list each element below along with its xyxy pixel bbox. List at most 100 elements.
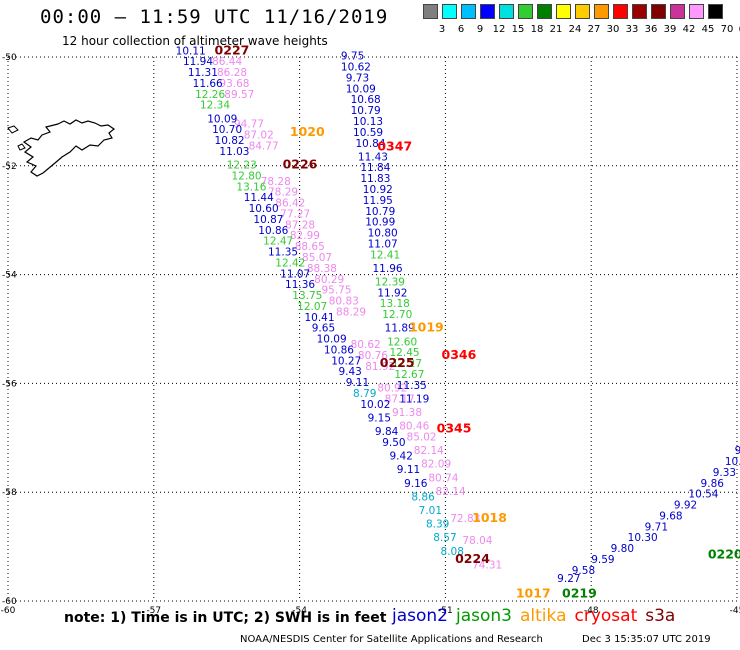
colorbar-label: 33: [625, 24, 639, 35]
wave-height-value: 80.74: [428, 472, 458, 484]
pass-time-label: 1019: [409, 320, 444, 335]
wave-height-value: 8.86: [411, 491, 435, 503]
colorbar-swatch: [518, 4, 533, 19]
wave-height-value: 12.47: [263, 236, 293, 248]
colorbar-swatch: [689, 4, 704, 19]
wave-height-value: 9.71: [645, 521, 668, 533]
wave-height-value: 12.80: [232, 170, 262, 182]
wave-height-value: 80.76: [358, 350, 388, 362]
wave-height-value: 9.15: [368, 412, 391, 424]
wave-height-value: 9.11: [397, 464, 420, 476]
wave-height-value: 9.59: [591, 554, 614, 566]
wave-height-value: 10.41: [304, 312, 334, 324]
wave-height-value: 86.44: [212, 56, 242, 68]
wave-height-value: 13.75: [292, 290, 322, 302]
colorbar-swatch: [537, 4, 552, 19]
wave-height-value: 88.38: [307, 263, 337, 275]
colorbar-label: 9: [476, 24, 484, 35]
wave-height-value: 9.: [735, 445, 740, 457]
wave-height-value: 11.43: [358, 151, 388, 163]
wave-height-value: 80.62: [351, 339, 381, 351]
legend-item: s3a: [645, 606, 676, 626]
colorbar-swatch: [442, 4, 457, 19]
wave-height-value: 80.46: [399, 421, 429, 433]
lon-tick-label: -48: [584, 606, 599, 616]
colorbar-swatch: [556, 4, 571, 19]
wave-height-value: 82.99: [290, 230, 320, 242]
falkland-islands-landmass: [22, 119, 116, 177]
colorbar-label: 6: [457, 24, 465, 35]
wave-height-value: 9.11: [346, 377, 369, 389]
wave-height-value: 9.80: [611, 543, 634, 555]
lon-tick-label: -54: [292, 606, 307, 616]
pass-time-label: 0345: [437, 420, 472, 435]
colorbar-swatch: [480, 4, 495, 19]
pass-time-label: 0226: [283, 157, 318, 172]
note-text: note: 1) Time is in UTC; 2) SWH is in fe…: [64, 610, 387, 626]
wave-height-value: 9.43: [338, 366, 361, 378]
wave-height-value: 13.18: [380, 298, 410, 310]
wave-height-value: 10.79: [351, 105, 381, 117]
wave-height-value: 9.33: [713, 467, 736, 479]
colorbar-label: 3: [438, 24, 446, 35]
colorbar-label: 42: [682, 24, 696, 35]
wave-height-value: 74.31: [472, 559, 502, 571]
colorbar-label: 36: [644, 24, 658, 35]
wave-height-value: 10.84: [355, 138, 385, 150]
wave-height-value: 8.08: [441, 546, 464, 558]
wave-height-value: 10.30: [628, 532, 658, 544]
wave-height-value: 85.07: [302, 252, 332, 264]
wave-height-value: 10.86: [258, 225, 288, 237]
map-subtitle: 12 hour collection of altimeter wave hei…: [62, 34, 328, 48]
colorbar-swatch: [632, 4, 647, 19]
colorbar-swatch: [461, 4, 476, 19]
wave-height-value: 11.96: [373, 263, 403, 275]
wave-height-value: 10.60: [249, 203, 279, 215]
wave-height-value: 12.23: [227, 160, 257, 172]
wave-height-value: 8.79: [353, 388, 376, 400]
wave-height-value: 10.09: [346, 83, 376, 95]
colorbar-label: 24: [568, 24, 582, 35]
lon-tick-label: -60: [1, 606, 16, 616]
colorbar-swatch: [651, 4, 666, 19]
wave-height-value: 11.44: [244, 192, 274, 204]
colorbar-label: 30: [606, 24, 620, 35]
wave-height-value: 10.09: [317, 334, 347, 346]
wave-height-value: 8.57: [433, 532, 456, 544]
colorbar-swatch: [499, 4, 514, 19]
colorbar-label: 45: [701, 24, 715, 35]
wave-height-value: 11.19: [399, 393, 429, 405]
wave-height-value: 10.99: [365, 217, 395, 229]
wave-height-value: 87.02: [244, 130, 274, 142]
wave-height-value: 10.19: [725, 456, 740, 468]
wave-height-value: 12.60: [387, 336, 417, 348]
wave-height-value: 10.82: [215, 135, 245, 147]
wave-height-value: 10.13: [353, 116, 383, 128]
lon-tick-label: -57: [146, 606, 161, 616]
wave-height-value: 77.27: [280, 208, 310, 220]
wave-height-value: 12.34: [200, 100, 230, 112]
wave-height-value: 9.16: [404, 478, 428, 490]
pass-time-label: 0224: [455, 551, 490, 566]
wave-height-value: 78.29: [268, 187, 298, 199]
wave-height-value: 10.59: [353, 127, 383, 139]
wave-height-value: 87.17: [385, 393, 415, 405]
wave-height-value: 93.68: [219, 78, 249, 90]
wave-height-value: 11.07: [280, 268, 310, 280]
wave-height-value: 88.65: [295, 241, 325, 253]
wave-height-value: 10.87: [253, 214, 283, 226]
wave-height-value: 11.35: [268, 247, 298, 259]
lat-tick-label: -52: [2, 162, 17, 172]
colorbar-label: 70: [720, 24, 734, 35]
legend-item: jason3: [456, 606, 512, 626]
colorbar-label: 39: [663, 24, 677, 35]
wave-height-value: 12.67: [394, 369, 424, 381]
lat-tick-label: -50: [2, 53, 17, 63]
pass-time-label: 0346: [442, 347, 477, 362]
wave-height-value: 11.84: [360, 162, 390, 174]
wave-height-value: 87.28: [285, 219, 315, 231]
wave-height-value: 9.27: [557, 573, 580, 585]
lat-tick-label: -56: [2, 379, 17, 389]
colorbar-label: 15: [511, 24, 525, 35]
